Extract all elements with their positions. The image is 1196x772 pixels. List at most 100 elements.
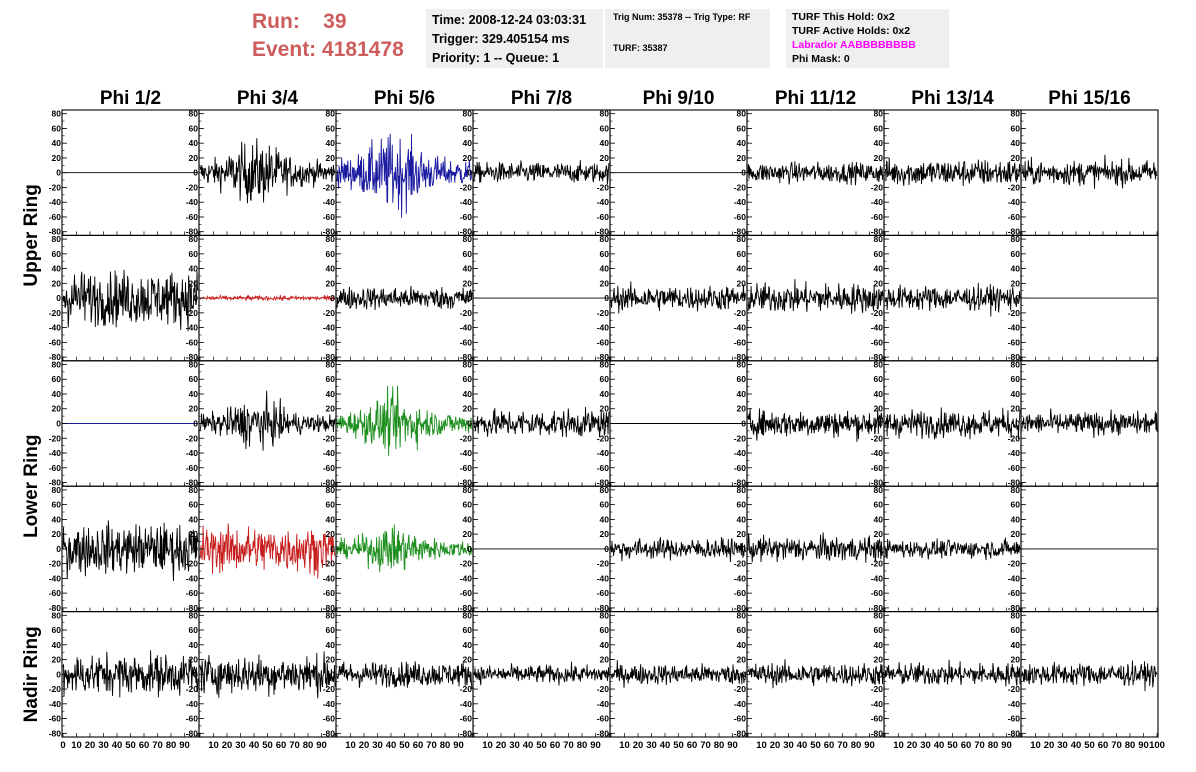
y-tick-label: -60 [871, 588, 884, 598]
x-tick-label: 90 [864, 740, 875, 751]
y-tick-label: 0 [604, 419, 609, 429]
waveform-line [610, 536, 747, 563]
y-tick-label: -40 [460, 573, 473, 583]
x-tick-label: 20 [85, 740, 96, 751]
y-tick-label: -60 [734, 337, 747, 347]
y-tick-label: 60 [1011, 625, 1021, 635]
waveform-line [336, 385, 473, 456]
x-tick-label: 20 [222, 740, 233, 751]
y-tick-label: 20 [1011, 529, 1021, 539]
y-tick-label: -80 [597, 352, 610, 362]
y-tick-label: 40 [874, 514, 884, 524]
y-tick-label: -60 [323, 714, 336, 724]
x-tick-label: 70 [700, 740, 711, 751]
y-tick-label: 60 [463, 374, 473, 384]
y-tick-label: -60 [871, 337, 884, 347]
y-tick-label: -60 [1008, 337, 1021, 347]
y-tick-label: -20 [186, 684, 199, 694]
y-tick-label: -80 [734, 603, 747, 613]
y-tick-label: 20 [600, 655, 610, 665]
y-tick-label: 20 [600, 153, 610, 163]
y-tick-label: 0 [56, 669, 61, 679]
x-tick-label: 50 [947, 740, 958, 751]
y-tick-label: -60 [460, 463, 473, 473]
y-tick-label: 80 [737, 359, 747, 369]
y-tick-label: 60 [326, 249, 336, 259]
y-tick-label: 60 [600, 500, 610, 510]
y-tick-label: 20 [52, 655, 62, 665]
y-tick-label: 80 [1011, 610, 1021, 620]
y-tick-label: 0 [604, 168, 609, 178]
waveform-line [884, 659, 1021, 687]
y-tick-label: 60 [326, 123, 336, 133]
y-tick-label: 80 [326, 234, 336, 244]
y-tick-label: 0 [193, 168, 198, 178]
y-tick-label: 60 [874, 249, 884, 259]
y-tick-label: 40 [600, 264, 610, 274]
x-tick-label: 40 [249, 740, 260, 751]
x-tick-label: 90 [1001, 740, 1012, 751]
y-tick-label: 40 [874, 389, 884, 399]
y-tick-label: 60 [52, 500, 62, 510]
y-tick-label: -40 [49, 323, 62, 333]
y-tick-label: 80 [189, 234, 199, 244]
y-tick-label: 80 [600, 610, 610, 620]
y-tick-label: 40 [463, 138, 473, 148]
waveform-line [473, 406, 610, 438]
y-tick-label: -40 [597, 573, 610, 583]
y-tick-label: 60 [463, 500, 473, 510]
y-tick-label: 40 [1011, 389, 1021, 399]
y-tick-label: 20 [52, 278, 62, 288]
y-tick-label: -80 [1008, 603, 1021, 613]
y-tick-label: 40 [1011, 640, 1021, 650]
waveform-line [336, 133, 473, 218]
y-tick-label: -40 [323, 448, 336, 458]
y-tick-label: -60 [734, 714, 747, 724]
y-tick-label: 0 [741, 544, 746, 554]
y-tick-label: 80 [189, 610, 199, 620]
y-tick-label: 80 [737, 234, 747, 244]
y-tick-label: -60 [871, 463, 884, 473]
waveform-line [747, 161, 884, 186]
y-tick-label: 60 [737, 123, 747, 133]
x-tick-label: 30 [783, 740, 794, 751]
y-tick-label: 60 [189, 123, 199, 133]
y-tick-label: -40 [186, 323, 199, 333]
x-tick-label: 70 [974, 740, 985, 751]
y-tick-label: -20 [323, 433, 336, 443]
x-tick-label: 70 [426, 740, 437, 751]
y-tick-label: -80 [186, 478, 199, 488]
waveform-line [473, 661, 610, 686]
y-tick-label: -40 [1008, 323, 1021, 333]
x-tick-label: 80 [714, 740, 725, 751]
y-tick-label: 80 [326, 359, 336, 369]
y-tick-label: -20 [186, 308, 199, 318]
x-tick-label: 10 [619, 740, 630, 751]
y-tick-label: -80 [1008, 478, 1021, 488]
y-tick-label: 0 [193, 419, 198, 429]
y-tick-label: -20 [186, 433, 199, 443]
x-tick-label: 50 [399, 740, 410, 751]
y-tick-label: 60 [1011, 374, 1021, 384]
waveform-line [884, 282, 1021, 317]
y-tick-label: 80 [52, 234, 62, 244]
x-tick-label: 70 [152, 740, 163, 751]
y-tick-label: 80 [463, 485, 473, 495]
y-tick-label: -60 [323, 212, 336, 222]
y-tick-label: 20 [463, 404, 473, 414]
x-tick-label: 80 [1125, 740, 1136, 751]
phi-label: Phi 9/10 [643, 88, 715, 109]
y-tick-label: -40 [460, 699, 473, 709]
y-tick-label: 80 [326, 485, 336, 495]
y-tick-label: 0 [741, 293, 746, 303]
y-tick-label: -60 [323, 337, 336, 347]
y-tick-label: 40 [52, 264, 62, 274]
y-tick-label: 80 [1011, 234, 1021, 244]
y-tick-label: 80 [874, 234, 884, 244]
labrador-line: Labrador AABBBBBBBB [792, 39, 916, 51]
y-tick-label: -80 [186, 728, 199, 738]
y-tick-label: -80 [323, 352, 336, 362]
y-tick-label: -20 [871, 308, 884, 318]
y-tick-label: -80 [49, 603, 62, 613]
y-tick-label: 20 [463, 278, 473, 288]
